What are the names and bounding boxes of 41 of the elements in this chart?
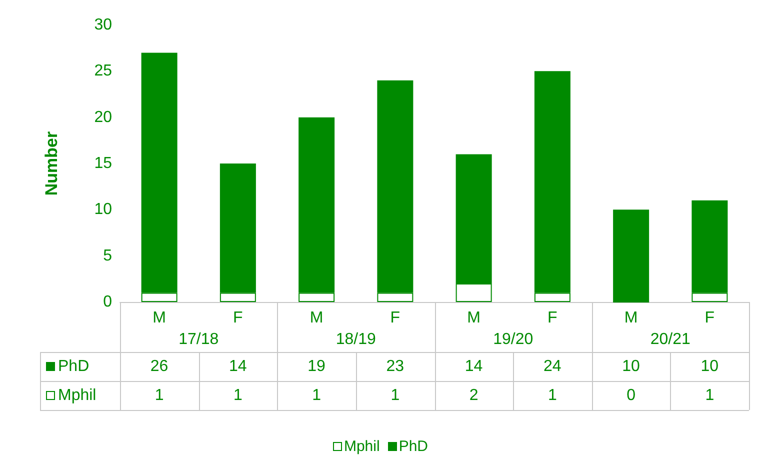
text: 18/19 xyxy=(334,331,377,348)
data-label: 19 xyxy=(306,358,326,375)
x-tick-label: M xyxy=(467,310,480,326)
data-label: 1 xyxy=(704,387,716,404)
x-tick-label: F xyxy=(704,310,715,326)
text: 17/18 xyxy=(178,331,220,348)
data-label: 1 xyxy=(154,387,165,404)
data-label: 10 xyxy=(621,358,641,375)
text: Mphil xyxy=(344,438,380,455)
text: 20/21 xyxy=(649,331,692,348)
text: PhD xyxy=(398,438,428,455)
data-label: 1 xyxy=(390,387,401,404)
x-tick-label: F xyxy=(233,310,244,326)
x-tick-label: F xyxy=(390,310,400,326)
legend-label: Mphil xyxy=(58,387,96,404)
data-label: 1 xyxy=(232,387,244,404)
data-label: 2 xyxy=(468,387,480,404)
data-label: 23 xyxy=(385,358,406,375)
y-tick-label: 10 xyxy=(94,201,112,218)
x-tick-label: M xyxy=(310,310,324,326)
data-label: 0 xyxy=(626,387,637,404)
bar xyxy=(613,210,650,302)
data-label: 24 xyxy=(542,358,562,375)
text: 19/20 xyxy=(492,331,534,348)
y-axis-title: Number xyxy=(42,131,61,196)
y-tick-label: 5 xyxy=(103,247,112,264)
data-label: 14 xyxy=(228,358,248,375)
y-tick-label: 25 xyxy=(94,62,112,80)
x-tick-label: M xyxy=(152,310,166,326)
data-label: 10 xyxy=(700,358,720,375)
data-label: 26 xyxy=(149,358,170,375)
y-tick-label: 30 xyxy=(94,16,112,34)
x-tick-label: F xyxy=(548,310,558,326)
y-tick-label: 20 xyxy=(94,108,112,126)
y-tick-label: 15 xyxy=(94,155,112,172)
y-tick-label: 0 xyxy=(103,294,112,310)
data-label: 14 xyxy=(464,358,484,375)
x-tick-label: M xyxy=(624,310,638,326)
legend-label: PhD xyxy=(58,358,90,375)
data-label: 1 xyxy=(546,387,558,404)
data-label: 1 xyxy=(311,387,322,404)
